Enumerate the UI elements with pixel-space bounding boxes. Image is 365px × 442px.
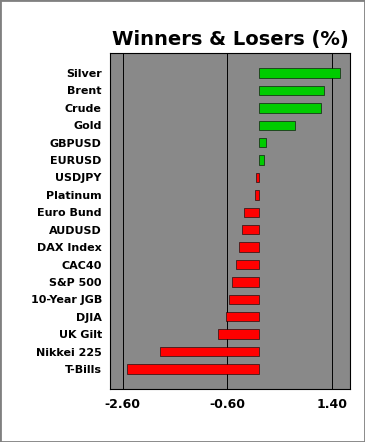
Bar xyxy=(259,86,324,95)
Bar xyxy=(226,312,259,321)
Bar xyxy=(242,225,259,235)
Bar xyxy=(239,242,259,252)
Bar xyxy=(236,260,259,269)
Bar xyxy=(259,155,264,165)
Bar xyxy=(259,69,340,78)
Bar xyxy=(231,277,259,287)
Bar xyxy=(160,347,259,356)
Bar xyxy=(218,329,259,339)
Title: Winners & Losers (%): Winners & Losers (%) xyxy=(112,30,348,49)
Bar xyxy=(256,173,259,182)
Bar xyxy=(127,364,259,373)
Bar xyxy=(244,207,259,217)
Bar xyxy=(259,121,295,130)
Bar xyxy=(259,138,266,148)
Bar xyxy=(229,294,259,304)
Bar xyxy=(259,103,320,113)
Bar xyxy=(254,190,259,200)
